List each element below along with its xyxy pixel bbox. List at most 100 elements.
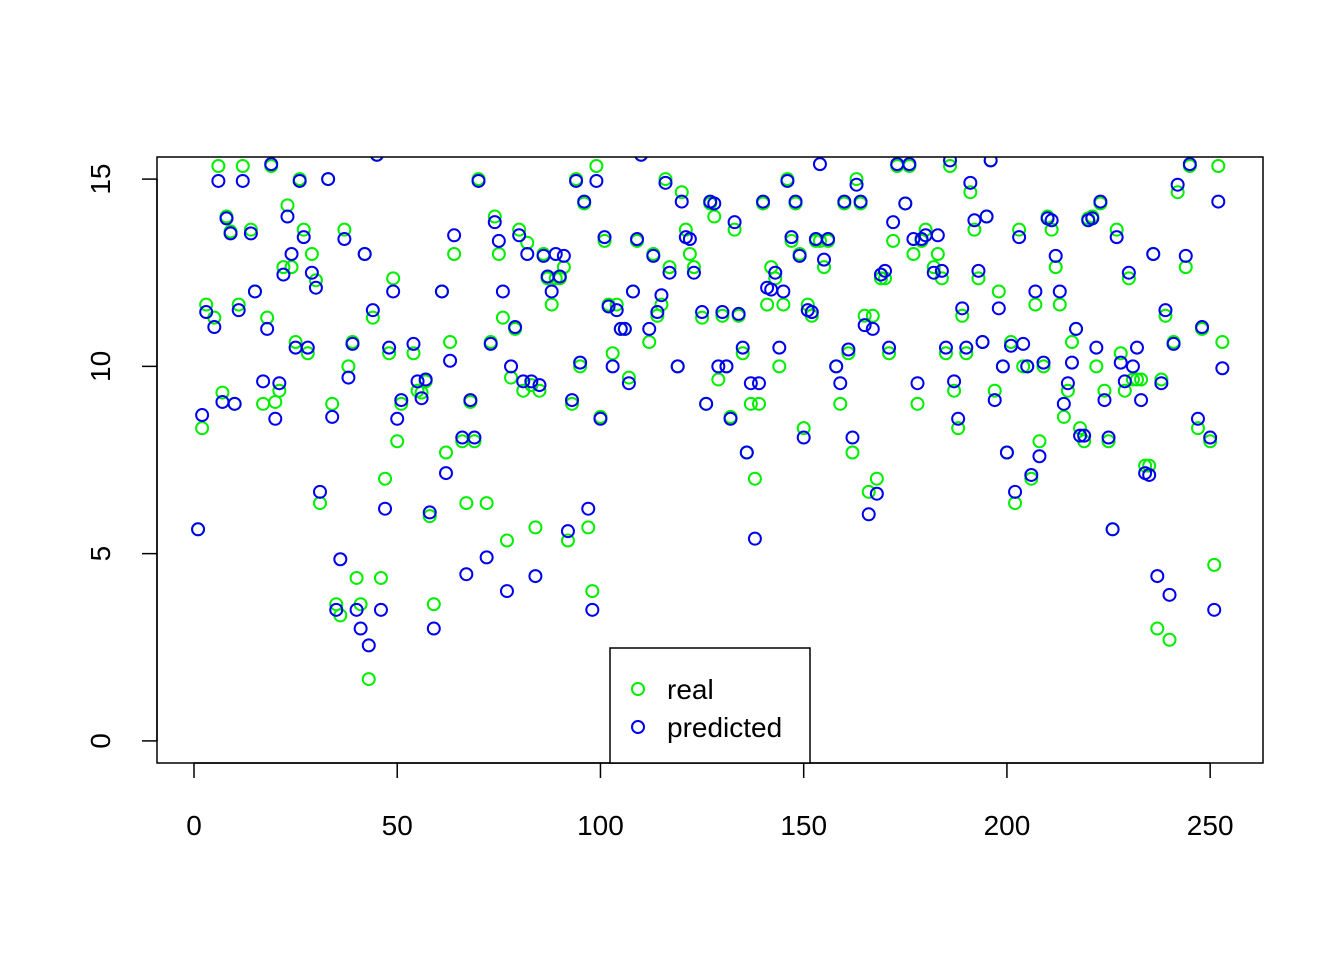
point — [955, 301, 970, 316]
point — [812, 157, 827, 172]
point — [630, 232, 645, 247]
point — [593, 411, 608, 426]
point — [788, 194, 803, 209]
point — [410, 374, 425, 389]
point — [1170, 177, 1185, 192]
point — [1073, 421, 1088, 436]
point — [715, 308, 730, 323]
point — [284, 260, 299, 275]
point — [337, 232, 352, 247]
point — [674, 185, 689, 200]
point — [821, 232, 836, 247]
point — [1113, 346, 1128, 361]
y-tick-label: 15 — [85, 164, 116, 195]
point — [422, 509, 437, 524]
point — [1190, 411, 1205, 426]
point — [943, 157, 958, 168]
point — [906, 232, 921, 247]
point — [719, 359, 734, 374]
point — [670, 359, 685, 374]
point — [260, 321, 275, 336]
point — [1101, 434, 1116, 449]
point — [751, 396, 766, 411]
point — [272, 383, 287, 398]
point — [414, 391, 429, 406]
point — [312, 484, 327, 499]
point — [223, 226, 238, 241]
point — [877, 263, 892, 278]
point — [491, 247, 506, 262]
point — [1158, 303, 1173, 318]
point — [898, 196, 913, 211]
point — [707, 209, 722, 224]
point — [751, 376, 766, 391]
legend-marker — [631, 720, 645, 734]
point — [211, 158, 226, 173]
point — [211, 173, 226, 188]
point — [1178, 248, 1193, 263]
point — [231, 303, 246, 318]
point — [1048, 248, 1063, 263]
point — [333, 552, 348, 567]
point — [499, 533, 514, 548]
point — [743, 376, 758, 391]
point — [276, 267, 291, 282]
point — [1101, 430, 1116, 445]
point — [1125, 359, 1140, 374]
point — [605, 359, 620, 374]
point — [597, 233, 612, 248]
point — [1085, 211, 1100, 226]
point — [776, 297, 791, 312]
point — [479, 496, 494, 511]
point — [1044, 213, 1059, 228]
point — [300, 340, 315, 355]
point — [1207, 602, 1222, 617]
point — [467, 430, 482, 445]
point — [1170, 185, 1185, 200]
point — [853, 194, 868, 209]
point — [361, 672, 376, 687]
point — [784, 230, 799, 245]
point — [565, 396, 580, 411]
point — [1154, 376, 1169, 391]
point — [715, 305, 730, 320]
point — [512, 228, 527, 243]
point — [1166, 336, 1181, 351]
point — [243, 222, 258, 237]
y-tick-label: 10 — [85, 351, 116, 382]
point — [634, 157, 648, 162]
point — [373, 570, 388, 585]
point — [463, 393, 478, 408]
point — [792, 248, 807, 263]
point — [963, 175, 978, 190]
point — [938, 346, 953, 361]
point — [1089, 359, 1104, 374]
point — [1162, 587, 1177, 602]
point — [1117, 374, 1132, 389]
point — [382, 340, 397, 355]
point — [345, 336, 360, 351]
point — [504, 359, 519, 374]
point — [378, 501, 393, 516]
point — [609, 303, 624, 318]
point — [877, 271, 892, 286]
point — [247, 284, 262, 299]
point — [215, 385, 230, 400]
point — [938, 340, 953, 355]
point — [544, 284, 559, 299]
point — [1024, 467, 1039, 482]
point — [1134, 372, 1149, 387]
point — [199, 297, 214, 312]
point — [654, 297, 669, 312]
legend-marker — [631, 682, 645, 696]
point — [304, 265, 319, 280]
point — [674, 194, 689, 209]
point — [654, 288, 669, 303]
point — [1073, 428, 1088, 443]
point — [845, 445, 860, 460]
point — [1008, 484, 1023, 499]
point — [1056, 396, 1071, 411]
point — [308, 280, 323, 295]
point — [760, 297, 775, 312]
point — [695, 310, 710, 325]
